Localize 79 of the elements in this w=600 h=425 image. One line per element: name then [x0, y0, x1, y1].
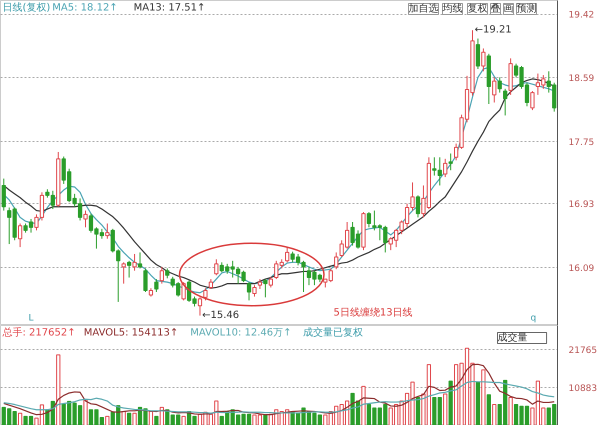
candlestick — [492, 76, 496, 103]
y-tick-label: 17.75 — [568, 138, 594, 148]
text: MAVOL10: 12.46万↑ — [190, 328, 292, 338]
chart-title: 日线(复权) — [2, 2, 50, 14]
candlestick — [530, 90, 535, 111]
candlestick — [366, 212, 372, 228]
annotation: 5日线缠绕13日线 — [334, 306, 413, 318]
bar — [448, 380, 453, 425]
y-tick-label: 10883 — [568, 384, 598, 394]
annotation: 成交量 — [498, 332, 528, 344]
bar — [18, 412, 22, 425]
candlestick — [498, 76, 502, 94]
annotation: 复权 — [468, 2, 488, 14]
candlestick — [258, 278, 262, 290]
annotation: q — [530, 314, 536, 324]
bar — [154, 416, 159, 425]
annotation: 加自选 — [408, 2, 438, 14]
candlestick — [2, 178, 6, 212]
bar — [492, 404, 496, 425]
annotation: ←15.46 — [202, 310, 240, 322]
bar — [56, 354, 60, 425]
line-series — [3, 380, 555, 414]
candlestick — [18, 223, 22, 248]
bar — [263, 414, 268, 425]
y-tick-label: 18.59 — [568, 74, 595, 84]
candlestick — [160, 266, 164, 284]
candlestick — [83, 210, 88, 228]
y-tick-label: 16.93 — [568, 200, 594, 210]
bar — [132, 412, 137, 425]
annotation: L — [28, 314, 34, 324]
bar — [148, 411, 154, 425]
bar — [126, 412, 132, 425]
annotation: 成交量已复权 — [303, 326, 364, 338]
candlestick — [448, 152, 453, 171]
bar — [486, 394, 491, 425]
y-tick-label: 21765 — [568, 346, 598, 356]
y-tick-label: 16.09 — [568, 264, 595, 274]
annotation: 均线 — [442, 2, 462, 14]
candlestick — [481, 48, 486, 72]
bar — [122, 411, 126, 425]
bar — [443, 394, 448, 425]
candlestick — [181, 282, 186, 301]
candlestick — [198, 296, 202, 316]
candlestick — [122, 262, 126, 284]
text: MAVOL5: 154113↑ — [84, 328, 178, 338]
text: MA13: 17.51↑ — [134, 2, 206, 14]
annotation: 叠 — [490, 4, 500, 14]
candlestick — [214, 258, 218, 276]
candlestick — [138, 252, 142, 269]
candlestick — [132, 253, 137, 272]
candlestick — [503, 88, 508, 116]
candlestick — [246, 282, 252, 301]
line-series — [3, 364, 555, 416]
candlestick — [443, 158, 448, 178]
annotation: ←19.21 — [474, 24, 512, 36]
y-tick-label: 19.42 — [568, 10, 594, 21]
bar — [105, 416, 110, 425]
candlestick — [143, 268, 148, 293]
candlestick — [105, 223, 110, 240]
candlestick — [285, 246, 290, 263]
text: MA5: 18.12↑ — [52, 2, 118, 14]
bar — [481, 369, 486, 425]
candlestick — [263, 278, 268, 298]
candlestick — [334, 252, 338, 270]
annotation: 预测 — [516, 2, 536, 14]
candlestick — [154, 278, 159, 293]
candlestick — [476, 38, 480, 70]
candlestick — [126, 260, 132, 278]
candlestick — [165, 268, 170, 279]
text: 总手: 217652↑ — [2, 326, 76, 338]
bar — [181, 416, 186, 425]
bar — [508, 397, 513, 425]
bar — [476, 382, 480, 425]
annotation: 画 — [504, 4, 514, 14]
candlestick — [203, 288, 208, 301]
candlestick — [208, 278, 214, 290]
candlestick — [268, 276, 273, 288]
candlestick — [252, 284, 257, 298]
candlestick — [416, 194, 420, 218]
